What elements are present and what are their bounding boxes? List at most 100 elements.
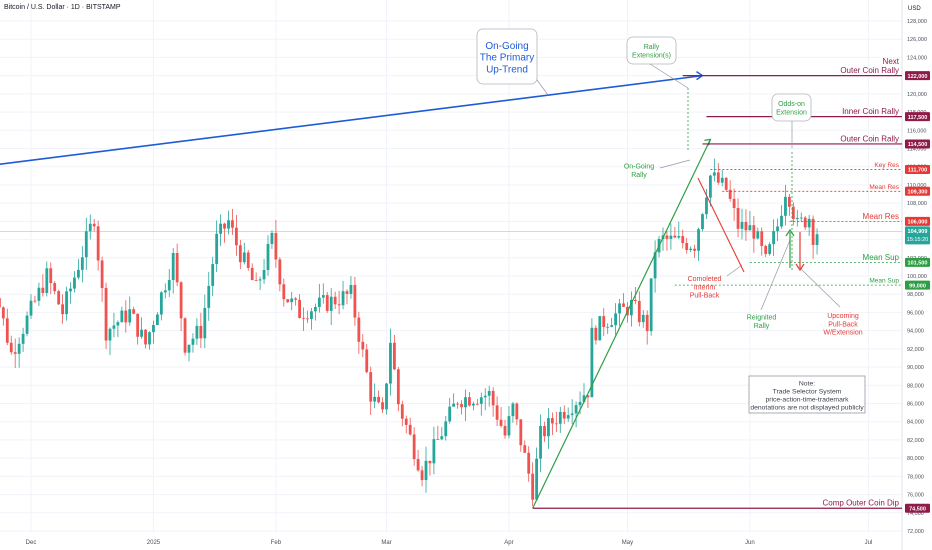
x-tick-label: Jun (745, 540, 755, 546)
candle-body (223, 223, 226, 229)
candle-body (712, 172, 716, 176)
annotation-text-note-box: Note: (799, 380, 815, 387)
candle-body (784, 196, 787, 216)
level-price-tag: 111,700 (908, 168, 927, 174)
candle-body (811, 218, 815, 245)
y-tick-label: 114,000 (907, 147, 926, 153)
level-price-tag: 74,500 (909, 506, 926, 512)
candle-body (96, 226, 100, 261)
candle-body (73, 277, 76, 289)
annotation-text-ongoing-rally-callout: On-Going (624, 164, 654, 171)
candle-body (468, 397, 471, 406)
candle-body (799, 217, 803, 219)
candle-body (140, 329, 143, 337)
x-tick-label: May (622, 540, 633, 546)
candle-body (17, 343, 21, 354)
candle-body (306, 318, 309, 320)
candle-body (310, 311, 313, 320)
candle-body (412, 434, 416, 460)
candle-body (29, 300, 33, 316)
pullback-arrowhead (795, 263, 805, 272)
candle-body (195, 325, 199, 339)
candle-body (791, 206, 795, 219)
candle-body (219, 223, 222, 234)
level-label-mean-res-upper: Mean Res (869, 184, 899, 191)
candle-body (128, 309, 132, 323)
y-tick-label: 96,000 (907, 310, 924, 316)
annotation-text-note-box: price-action-time-trademark (765, 396, 849, 403)
candle-body (302, 317, 305, 319)
candle-body (396, 369, 400, 405)
candle-body (499, 419, 503, 426)
annotation-text-reignited-rally-callout: Rally (754, 323, 770, 330)
candle-body (25, 315, 29, 334)
candle-body (329, 296, 333, 311)
candle-body (389, 342, 392, 384)
candle-body (0, 298, 1, 308)
y-tick-label: 126,000 (907, 37, 927, 43)
candle-body (606, 326, 610, 328)
candle-body (483, 395, 487, 398)
candle-body (77, 269, 80, 278)
candle-body (768, 244, 772, 254)
candle-body (780, 215, 783, 227)
candle-body (112, 325, 116, 329)
candle-body (317, 297, 321, 307)
candle-body (45, 268, 49, 294)
candle-body (807, 218, 811, 228)
candle-body (744, 222, 748, 231)
y-tick-label: 92,000 (907, 347, 924, 353)
candle-body (602, 316, 606, 328)
candle-body (697, 229, 700, 251)
candle-body (159, 292, 163, 315)
candle-body (167, 279, 171, 291)
candle-body (33, 300, 37, 302)
candle-body (341, 291, 345, 306)
annotation-text-note-box: Trade Selector System (773, 388, 842, 395)
candle-body (294, 298, 298, 300)
candle-body (701, 214, 704, 230)
candle-body (171, 253, 175, 280)
level-label-next-outer-coin-rally: Outer Coin Rally (840, 66, 899, 75)
candle-body (104, 287, 108, 341)
annotation-text-upcoming-pullback-callout: Upcoming (827, 313, 859, 320)
current-price-tag-bg (905, 226, 930, 245)
candle-body (400, 404, 404, 419)
candle-body (531, 473, 535, 500)
candle-body (175, 253, 179, 283)
annotation-pointer-rally-extension-callout (649, 63, 689, 89)
candle-body (527, 452, 531, 474)
candle-body (65, 291, 68, 315)
annotation-box-rally-extension-callout (626, 36, 677, 65)
candle-body (665, 235, 669, 239)
candle-body (108, 328, 112, 341)
candle-countdown: 15:15:20 (907, 237, 928, 243)
candle-body (681, 236, 685, 244)
candle-body (235, 227, 238, 246)
candle-body (728, 189, 732, 199)
candle-body (337, 304, 341, 306)
candle-body (705, 197, 708, 215)
candle-body (554, 423, 558, 425)
annotation-text-odds-on-extension-callout: Extension (776, 110, 807, 117)
candle-body (282, 284, 286, 300)
annotation-text-completed-pullback-callout: Comoleted (688, 276, 722, 283)
candle-body (353, 284, 357, 318)
annotation-pointer-ongoing-rally-callout (659, 159, 691, 169)
candle-body (551, 418, 554, 424)
candle-body (61, 304, 64, 315)
candle-body (764, 245, 768, 254)
x-tick-label: Apr (504, 540, 513, 546)
y-tick-label: 72,000 (907, 529, 924, 535)
level-price-tag-bg (905, 280, 930, 290)
y-tick-label: 82,000 (907, 438, 924, 444)
candle-body (803, 217, 807, 228)
annotation-box-odds-on-extension-callout (771, 93, 812, 122)
candle-body (349, 284, 353, 294)
candle-body (416, 459, 420, 471)
candle-body (227, 220, 230, 229)
candle-body (9, 342, 13, 353)
candle-body (156, 314, 159, 325)
candle-body (558, 411, 562, 424)
